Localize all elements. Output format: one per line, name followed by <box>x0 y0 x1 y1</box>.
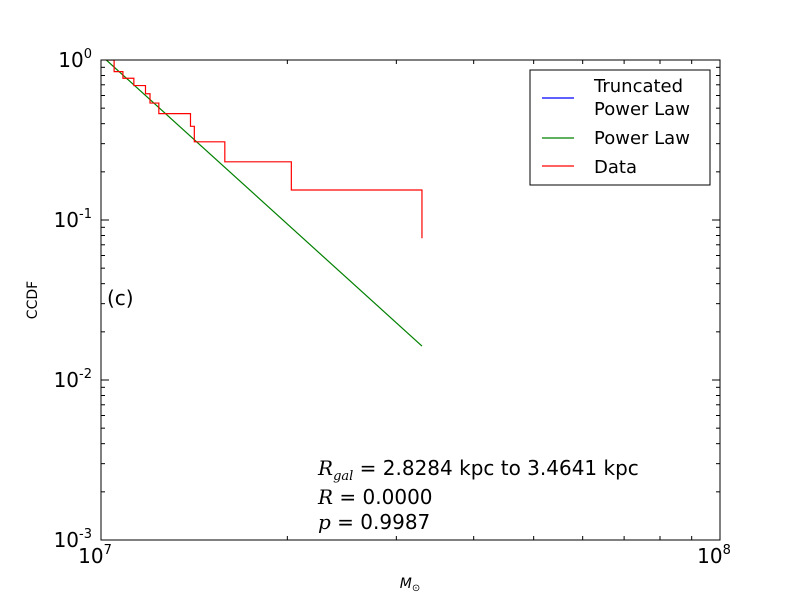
x-tick-labels: 107 108 <box>78 543 731 568</box>
data-series-line <box>106 60 423 239</box>
legend-label: Power Law <box>594 128 690 149</box>
y-tick-label: 100 <box>58 47 92 72</box>
series-layer <box>105 60 423 347</box>
stat-annotation: p = 0.9987 <box>318 510 430 534</box>
panel-label: (c) <box>107 286 134 310</box>
y-tick-label: 10-3 <box>54 527 92 552</box>
minor-ticks <box>101 60 720 540</box>
x-tick-label: 108 <box>697 543 731 568</box>
y-tick-label: 10-2 <box>54 367 92 392</box>
plot-frame <box>100 59 721 541</box>
y-axis-label: CCDF <box>25 281 41 319</box>
x-tick-label: 107 <box>78 543 112 568</box>
y-tick-labels: 100 10-1 10-2 10-3 <box>54 47 92 552</box>
stat-annotation: Rgal = 2.8284 kpc to 3.4641 kpc <box>317 456 639 484</box>
legend-label: Data <box>594 157 637 178</box>
stat-annotation: R = 0.0000 <box>317 485 433 509</box>
legend-label: Truncated <box>593 76 683 97</box>
x-axis-label: M⊙ <box>400 576 420 594</box>
legend-label: Power Law <box>594 99 690 120</box>
y-tick-label: 10-1 <box>54 207 92 232</box>
